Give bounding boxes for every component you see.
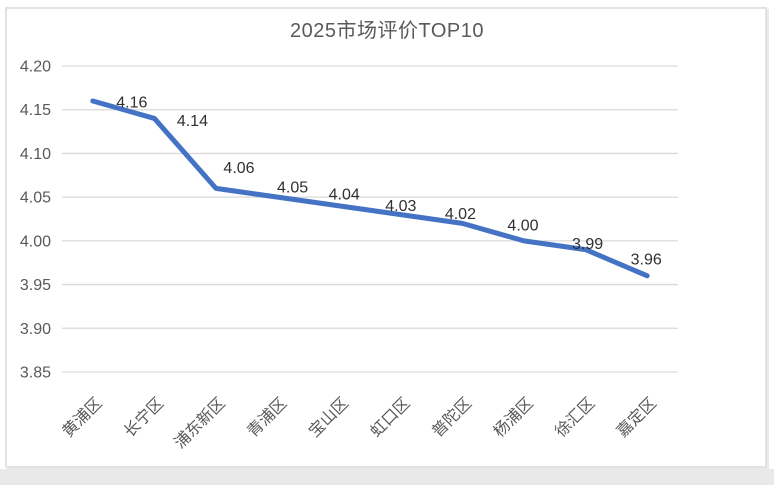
data-label: 4.03 bbox=[385, 198, 416, 215]
x-axis-category-label: 虹口区 bbox=[367, 394, 414, 441]
data-label: 3.96 bbox=[631, 251, 662, 268]
y-axis-tick-label: 3.95 bbox=[20, 277, 51, 294]
x-axis-category-label: 长宁区 bbox=[121, 394, 168, 441]
series-line bbox=[90, 98, 650, 279]
chart-title: 2025市场评价TOP10 bbox=[290, 20, 484, 42]
y-axis-tick-label: 4.20 bbox=[20, 59, 51, 76]
x-axis-category-label: 黄浦区 bbox=[59, 394, 106, 441]
y-axis-tick-label: 3.85 bbox=[20, 365, 51, 382]
x-axis-category-label: 徐汇区 bbox=[552, 394, 599, 441]
x-axis-category-label: 嘉定区 bbox=[613, 394, 660, 441]
y-axis-tick-label: 4.15 bbox=[20, 102, 51, 119]
y-axis-tick-label: 4.05 bbox=[20, 190, 51, 207]
x-axis-category-label: 宝山区 bbox=[305, 394, 352, 441]
data-label: 4.02 bbox=[445, 206, 476, 223]
x-axis-category-label: 浦东新区 bbox=[171, 394, 229, 452]
data-label: 4.00 bbox=[507, 217, 538, 234]
x-axis-category-label: 青浦区 bbox=[244, 394, 291, 441]
x-axis-category-label: 普陀区 bbox=[429, 394, 476, 441]
y-axis-tick-label: 4.10 bbox=[20, 146, 51, 163]
data-label: 3.99 bbox=[572, 236, 603, 253]
y-axis-tick-label: 4.00 bbox=[20, 233, 51, 250]
data-label: 4.06 bbox=[223, 160, 254, 177]
data-label: 4.05 bbox=[277, 180, 308, 197]
data-label: 4.16 bbox=[116, 94, 147, 111]
y-axis-tick-label: 3.90 bbox=[20, 321, 51, 338]
x-axis-category-label: 杨浦区 bbox=[490, 394, 537, 441]
data-label: 4.04 bbox=[329, 186, 360, 203]
chart-frame bbox=[5, 7, 767, 468]
data-label: 4.14 bbox=[177, 113, 208, 130]
page-background-strip bbox=[0, 469, 774, 485]
